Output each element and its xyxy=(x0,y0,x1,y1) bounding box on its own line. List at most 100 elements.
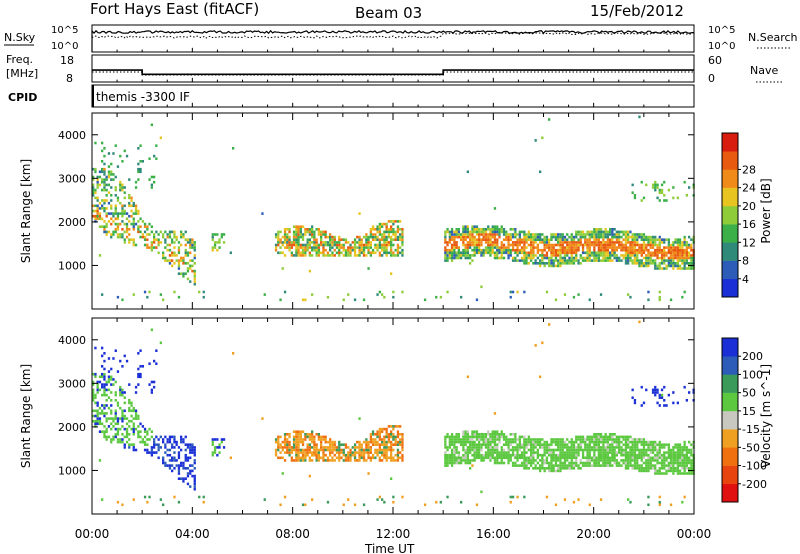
power-echo-cell xyxy=(649,243,652,247)
velocity-echo-cell xyxy=(502,438,506,441)
power-echo-cell xyxy=(489,251,492,255)
velocity-echo-cell xyxy=(566,467,569,470)
velocity-echo-cell xyxy=(128,443,131,446)
power-echo-cell xyxy=(532,238,535,241)
power-echo-cell xyxy=(116,212,120,215)
power-echo-cell xyxy=(378,228,381,231)
power-echo-cell xyxy=(638,251,641,255)
power-echo-cell xyxy=(647,256,650,260)
velocity-echo-cell xyxy=(277,456,280,460)
power-echo-cell xyxy=(376,235,379,239)
velocity-echo-cell xyxy=(387,433,390,436)
velocity-echo-cell xyxy=(96,419,99,423)
power-echo-cell xyxy=(672,251,675,255)
velocity-echo-cell xyxy=(681,448,684,452)
velocity-echo-cell xyxy=(383,500,386,504)
velocity-echo-cell xyxy=(304,459,307,462)
velocity-echo-cell xyxy=(514,433,517,436)
velocity-echo-cell xyxy=(656,472,659,475)
velocity-echo-cell xyxy=(96,385,99,389)
power-echo-cell xyxy=(331,238,334,241)
power-echo-cell xyxy=(561,243,564,247)
power-echo-cell xyxy=(455,256,458,260)
power-echo-cell xyxy=(96,214,99,218)
velocity-echo-cell xyxy=(326,446,330,449)
velocity-echo-cell xyxy=(353,503,357,507)
velocity-echo-cell xyxy=(631,448,634,452)
power-echo-cell xyxy=(631,233,634,236)
power-echo-cell xyxy=(148,157,151,160)
velocity-echo-cell xyxy=(654,469,657,473)
velocity-echo-cell xyxy=(516,464,519,467)
power-echo-cell xyxy=(489,241,492,244)
velocity-echo-cell xyxy=(466,375,469,379)
velocity-echo-cell xyxy=(640,385,643,389)
power-echo-cell xyxy=(577,262,580,265)
power-echo-cell xyxy=(480,285,483,289)
power-echo-cell xyxy=(622,248,625,252)
velocity-echo-cell xyxy=(110,409,113,413)
power-echo-cell xyxy=(536,262,539,265)
power-echo-cell xyxy=(392,254,395,257)
velocity-echo-cell xyxy=(595,448,598,452)
power-echo-cell xyxy=(581,248,585,252)
power-echo-cell xyxy=(371,233,375,236)
power-echo-cell xyxy=(669,251,673,255)
velocity-echo-cell xyxy=(453,456,456,460)
power-echo-cell xyxy=(331,246,334,249)
power-echo-cell xyxy=(123,204,126,208)
velocity-echo-cell xyxy=(387,425,390,428)
power-echo-cell xyxy=(173,290,176,294)
velocity-echo-cell xyxy=(633,446,637,449)
freq-tick-top: 18 xyxy=(60,54,74,67)
velocity-echo-cell xyxy=(660,464,664,467)
power-echo-cell xyxy=(315,238,318,241)
power-echo-cell xyxy=(132,217,135,221)
velocity-echo-cell xyxy=(150,388,153,392)
power-echo-cell xyxy=(292,238,296,241)
power-echo-cell xyxy=(473,251,476,255)
velocity-echo-cell xyxy=(295,448,298,452)
velocity-echo-cell xyxy=(649,461,652,465)
power-echo-cell xyxy=(568,248,571,252)
velocity-echo-cell xyxy=(295,456,298,460)
power-echo-cell xyxy=(392,290,395,294)
velocity-echo-cell xyxy=(602,446,605,449)
velocity-echo-cell xyxy=(103,372,106,376)
velocity-echo-cell xyxy=(518,448,521,452)
power-echo-cell xyxy=(606,254,609,257)
velocity-echo-cell xyxy=(484,453,488,457)
power-echo-cell xyxy=(642,196,646,200)
power-echo-cell xyxy=(520,246,524,249)
velocity-echo-cell xyxy=(618,440,621,444)
velocity-echo-cell xyxy=(311,438,314,441)
power-echo-cell xyxy=(500,254,503,257)
velocity-echo-cell xyxy=(229,456,232,460)
power-echo-cell xyxy=(96,199,99,202)
power-echo-cell xyxy=(286,233,289,236)
power-echo-cell xyxy=(606,230,609,234)
power-echo-cell xyxy=(331,235,334,239)
velocity-echo-cell xyxy=(581,461,585,465)
power-echo-cell xyxy=(613,228,616,231)
velocity-echo-cell xyxy=(622,453,625,457)
power-echo-cell xyxy=(498,233,501,236)
power-echo-cell xyxy=(674,251,677,255)
velocity-echo-cell xyxy=(496,446,499,449)
velocity-echo-cell xyxy=(385,427,388,431)
velocity-echo-cell xyxy=(168,464,172,467)
velocity-echo-cell xyxy=(536,448,539,452)
velocity-echo-cell xyxy=(186,456,190,460)
velocity-echo-cell xyxy=(137,425,140,428)
velocity-echo-cell xyxy=(496,456,499,460)
noise-right-tick-top: 10^5 xyxy=(708,25,735,36)
power-echo-cell xyxy=(396,230,400,234)
power-echo-cell xyxy=(171,230,174,234)
power-echo-cell xyxy=(658,295,661,299)
velocity-echo-cell xyxy=(466,459,469,462)
velocity-echo-cell xyxy=(94,419,97,423)
power-echo-cell xyxy=(342,248,345,252)
velocity-echo-cell xyxy=(297,433,300,436)
velocity-echo-cell xyxy=(613,451,616,454)
power-echo-cell xyxy=(672,254,675,257)
